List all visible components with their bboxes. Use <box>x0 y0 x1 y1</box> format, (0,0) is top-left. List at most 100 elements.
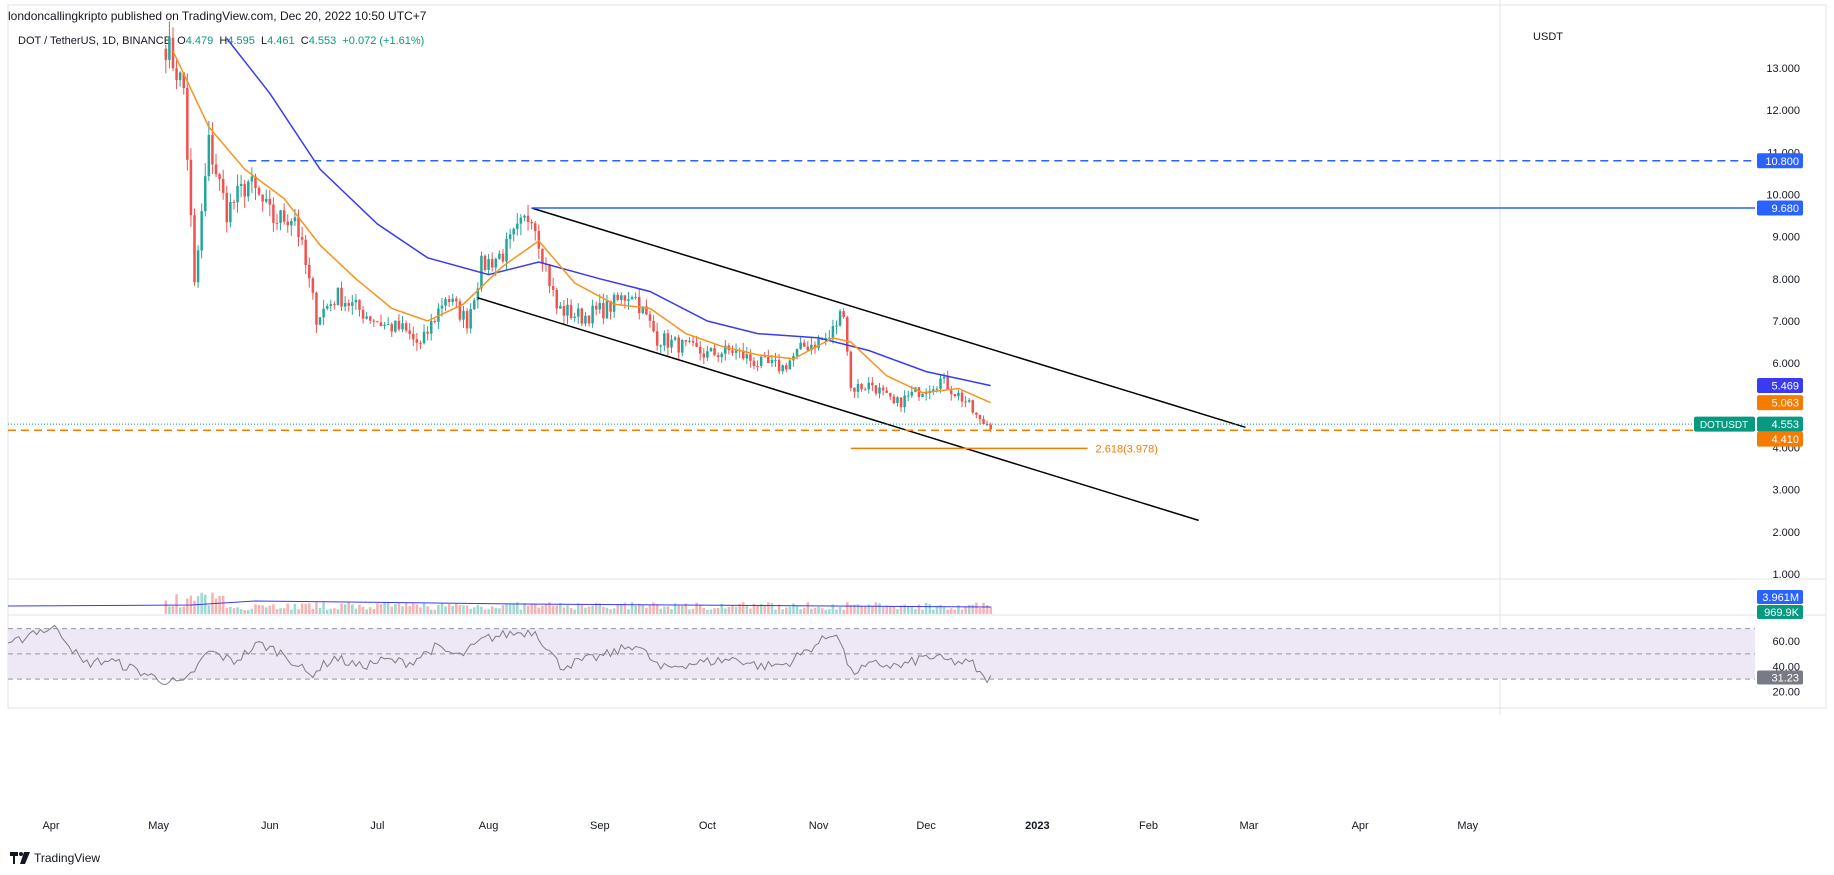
volume-bar <box>795 605 799 614</box>
volume-bar <box>551 605 555 614</box>
currency-label: USDT <box>1533 31 1563 43</box>
volume-bar <box>627 609 630 614</box>
volume-bar <box>523 603 526 614</box>
volume-bar <box>713 608 716 614</box>
footer-brand[interactable]: TradingView <box>34 851 101 865</box>
volume-bar <box>845 602 849 614</box>
candle-body <box>322 308 325 318</box>
candle-body <box>939 378 942 389</box>
volume-bar <box>878 603 881 614</box>
candle-body <box>394 320 397 332</box>
candle-body <box>906 395 910 397</box>
volume-bar <box>637 603 641 614</box>
candle-body <box>526 215 530 223</box>
candle-body <box>472 300 476 310</box>
candle-body <box>257 187 261 195</box>
ema-long-line <box>226 38 991 387</box>
volume-pane <box>7 592 992 614</box>
candle-body <box>333 304 336 306</box>
volume-bar <box>777 604 781 614</box>
candle-body <box>720 353 723 358</box>
candle-body <box>681 340 684 353</box>
volume-bar <box>577 603 580 614</box>
volume-bar <box>738 604 741 614</box>
candle-body <box>211 134 214 165</box>
candle-body <box>620 295 623 300</box>
price-tag-label: 4.410 <box>1771 434 1799 446</box>
volume-bar <box>343 604 347 614</box>
tradingview-logo-icon <box>10 852 30 864</box>
candle-body <box>551 286 555 290</box>
candle-body <box>637 296 641 314</box>
candle-body <box>426 331 429 334</box>
candle-body <box>275 222 279 224</box>
y-tick-label: 2.000 <box>1772 527 1800 539</box>
candle-body <box>433 320 437 322</box>
volume-bar <box>318 607 322 614</box>
volume-bar <box>508 604 512 614</box>
candle-body <box>171 37 175 69</box>
volume-bar <box>602 606 605 614</box>
volume-bar <box>645 607 648 614</box>
change-value: +0.072 (+1.61%) <box>342 35 425 47</box>
volume-bar <box>828 609 831 614</box>
volume-bar <box>351 604 354 614</box>
candle-body <box>663 333 666 346</box>
candle-body <box>903 395 906 408</box>
candle-body <box>666 333 670 348</box>
symbol-name[interactable]: DOT / TetherUS, 1D, BINANCE <box>18 35 172 47</box>
volume-bar <box>953 609 957 614</box>
candle-body <box>709 348 713 352</box>
volume-bar <box>168 606 171 614</box>
candle-body <box>946 376 949 391</box>
candle-body <box>967 400 971 402</box>
candle-body <box>229 201 232 223</box>
volume-bar <box>759 603 763 614</box>
volume-bar <box>681 605 684 614</box>
rsi-line <box>7 624 992 686</box>
candle-body <box>770 359 774 363</box>
volume-bar <box>889 606 892 614</box>
candle-body <box>483 255 487 270</box>
volume-bar <box>921 609 924 614</box>
volume-bar <box>856 604 860 614</box>
volume-bar <box>910 607 914 614</box>
volume-bar <box>932 609 935 614</box>
candle-body <box>670 339 673 348</box>
low-value: 4.461 <box>267 35 295 47</box>
candle-body <box>802 342 806 347</box>
candle-body <box>419 342 422 344</box>
candle-body <box>207 134 211 177</box>
volume-bar <box>221 595 225 614</box>
symbol-legend: DOT / TetherUS, 1D, BINANCE O4.479 H4.59… <box>18 35 424 47</box>
candle-body <box>960 392 964 402</box>
candle-body <box>849 351 853 388</box>
candle-body <box>569 304 573 318</box>
volume-bar <box>175 594 178 614</box>
volume-bar <box>792 603 795 614</box>
volume-bar <box>250 608 254 614</box>
volume-bar <box>433 609 437 614</box>
volume-bar <box>957 605 960 614</box>
candle-body <box>519 217 523 224</box>
candle-body <box>860 383 863 390</box>
x-tick-label: May <box>148 820 169 832</box>
candle-body <box>953 394 957 397</box>
candle-body <box>684 340 688 342</box>
x-tick-label: Mar <box>1239 820 1258 832</box>
volume-bar <box>666 606 670 614</box>
volume-bar <box>386 602 390 614</box>
candle-body <box>512 228 515 235</box>
volume-bar <box>254 604 257 614</box>
candle-body <box>749 354 752 361</box>
volume-bar <box>200 592 203 614</box>
candle-body <box>566 304 569 316</box>
y-tick-label: 8.000 <box>1772 274 1800 286</box>
candle-body <box>989 424 992 430</box>
candle-body <box>810 344 813 351</box>
candle-body <box>813 344 817 349</box>
y-tick-label: 9.000 <box>1772 232 1800 244</box>
volume-bar <box>860 606 863 614</box>
volume-bar <box>512 604 515 614</box>
